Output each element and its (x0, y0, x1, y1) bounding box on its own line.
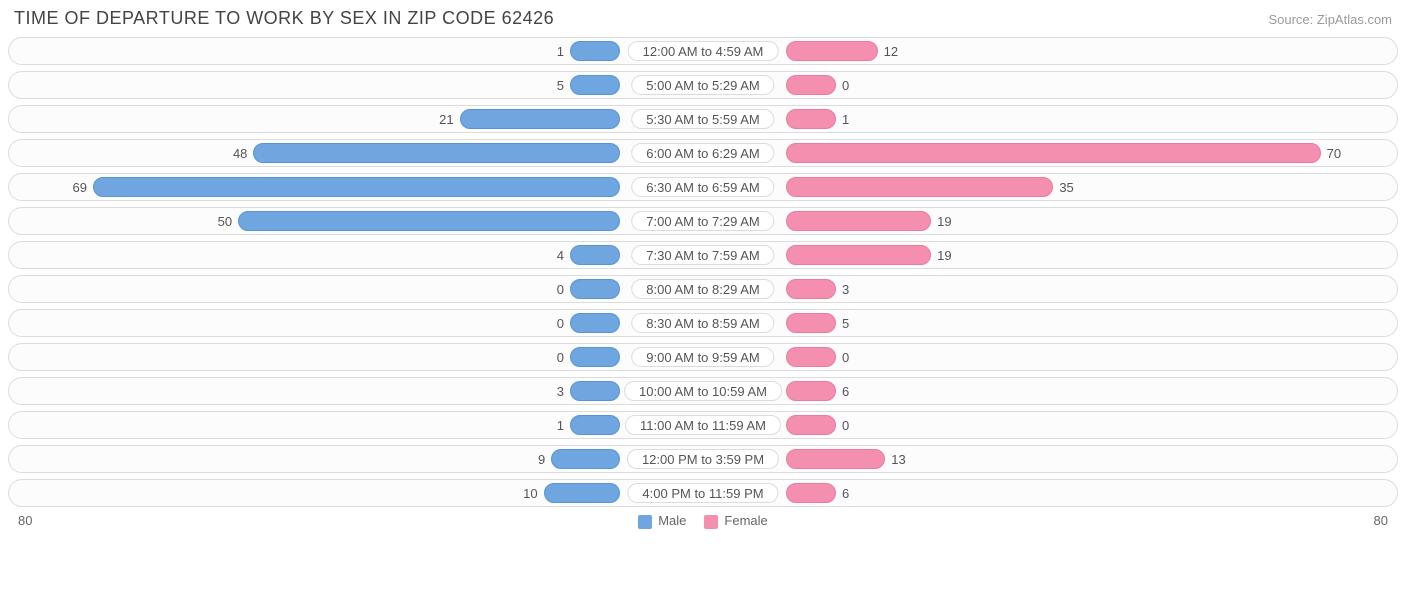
bar-female (786, 177, 1053, 197)
value-female: 0 (842, 344, 849, 370)
chart-source: Source: ZipAtlas.com (1268, 12, 1392, 27)
chart-rows: 11212:00 AM to 4:59 AM505:00 AM to 5:29 … (8, 37, 1398, 507)
chart-row: 0 3 8:00 AM to 8:29 AM (8, 275, 1398, 303)
value-female: 13 (891, 446, 905, 472)
value-male: 50 (218, 208, 232, 234)
bar-female (786, 313, 836, 333)
category-label: 7:30 AM to 7:59 AM (631, 245, 774, 265)
value-male: 5 (557, 72, 564, 98)
category-label: 5:30 AM to 5:59 AM (631, 109, 774, 129)
chart-row: 50 19 7:00 AM to 7:29 AM (8, 207, 1398, 235)
value-female: 6 (842, 480, 849, 506)
chart-row: 1 0 11:00 AM to 11:59 AM (8, 411, 1398, 439)
value-male: 48 (233, 140, 247, 166)
chart-header: TIME OF DEPARTURE TO WORK BY SEX IN ZIP … (8, 4, 1398, 37)
value-male: 69 (73, 174, 87, 200)
category-label: 9:00 AM to 9:59 AM (631, 347, 774, 367)
category-label: 4:00 PM to 11:59 PM (627, 483, 778, 503)
category-label: 5:00 AM to 5:29 AM (631, 75, 774, 95)
value-male: 9 (538, 446, 545, 472)
bar-male (544, 483, 620, 503)
value-female: 1 (842, 106, 849, 132)
legend-male: Male (638, 513, 686, 529)
bar-female (786, 245, 931, 265)
category-label: 12:00 PM to 3:59 PM (627, 449, 779, 469)
category-label: 10:00 AM to 10:59 AM (624, 381, 782, 401)
bar-male (570, 415, 620, 435)
value-male: 0 (557, 310, 564, 336)
bar-female (786, 279, 836, 299)
bar-male (238, 211, 620, 231)
chart-title: TIME OF DEPARTURE TO WORK BY SEX IN ZIP … (14, 8, 554, 29)
legend-female: Female (704, 513, 767, 529)
chart-row: 4 19 7:30 AM to 7:59 AM (8, 241, 1398, 269)
bar-female (786, 109, 836, 129)
bar-male (570, 347, 620, 367)
category-label: 7:00 AM to 7:29 AM (631, 211, 774, 231)
bar-female (786, 381, 836, 401)
bar-female (786, 75, 836, 95)
bar-female (786, 41, 878, 61)
chart-row: 21 1 5:30 AM to 5:59 AM (8, 105, 1398, 133)
chart-row: 10 6 4:00 PM to 11:59 PM (8, 479, 1398, 507)
chart-row: 1 12 12:00 AM to 4:59 AM (8, 37, 1398, 65)
legend-female-label: Female (724, 513, 767, 528)
chart-row: 0 0 9:00 AM to 9:59 AM (8, 343, 1398, 371)
value-male: 1 (557, 38, 564, 64)
value-male: 0 (557, 276, 564, 302)
bar-male (570, 41, 620, 61)
value-female: 19 (937, 208, 951, 234)
chart-row: 5 0 5:00 AM to 5:29 AM (8, 71, 1398, 99)
bar-female (786, 143, 1321, 163)
chart-container: TIME OF DEPARTURE TO WORK BY SEX IN ZIP … (0, 0, 1406, 535)
value-male: 1 (557, 412, 564, 438)
value-female: 6 (842, 378, 849, 404)
value-male: 21 (439, 106, 453, 132)
category-label: 8:00 AM to 8:29 AM (631, 279, 774, 299)
value-female: 0 (842, 72, 849, 98)
bar-male (93, 177, 620, 197)
chart-row: 69 35 6:30 AM to 6:59 AM (8, 173, 1398, 201)
bar-female (786, 415, 836, 435)
category-label: 6:00 AM to 6:29 AM (631, 143, 774, 163)
bar-male (551, 449, 620, 469)
axis-max-left: 80 (18, 513, 32, 528)
bar-female (786, 449, 885, 469)
value-female: 35 (1059, 174, 1073, 200)
bar-female (786, 211, 931, 231)
bar-male (253, 143, 620, 163)
bar-female (786, 347, 836, 367)
chart-row: 9 13 12:00 PM to 3:59 PM (8, 445, 1398, 473)
chart-legend: Male Female (638, 513, 768, 529)
chart-footer: 80 Male Female 80 (8, 507, 1398, 529)
category-label: 12:00 AM to 4:59 AM (628, 41, 779, 61)
value-female: 70 (1327, 140, 1341, 166)
value-male: 4 (557, 242, 564, 268)
axis-max-right: 80 (1374, 513, 1388, 528)
bar-male (570, 381, 620, 401)
bar-female (786, 483, 836, 503)
value-male: 0 (557, 344, 564, 370)
legend-male-label: Male (658, 513, 686, 528)
value-male: 10 (523, 480, 537, 506)
legend-male-swatch (638, 515, 652, 529)
value-female: 19 (937, 242, 951, 268)
value-female: 12 (884, 38, 898, 64)
chart-row: 0 5 8:30 AM to 8:59 AM (8, 309, 1398, 337)
value-female: 5 (842, 310, 849, 336)
bar-male (570, 313, 620, 333)
chart-row: 3 6 10:00 AM to 10:59 AM (8, 377, 1398, 405)
category-label: 8:30 AM to 8:59 AM (631, 313, 774, 333)
value-female: 3 (842, 276, 849, 302)
legend-female-swatch (704, 515, 718, 529)
value-female: 0 (842, 412, 849, 438)
category-label: 6:30 AM to 6:59 AM (631, 177, 774, 197)
value-male: 3 (557, 378, 564, 404)
chart-row: 48 70 6:00 AM to 6:29 AM (8, 139, 1398, 167)
bar-male (570, 245, 620, 265)
bar-male (570, 75, 620, 95)
bar-male (460, 109, 620, 129)
category-label: 11:00 AM to 11:59 AM (625, 415, 781, 435)
bar-male (570, 279, 620, 299)
